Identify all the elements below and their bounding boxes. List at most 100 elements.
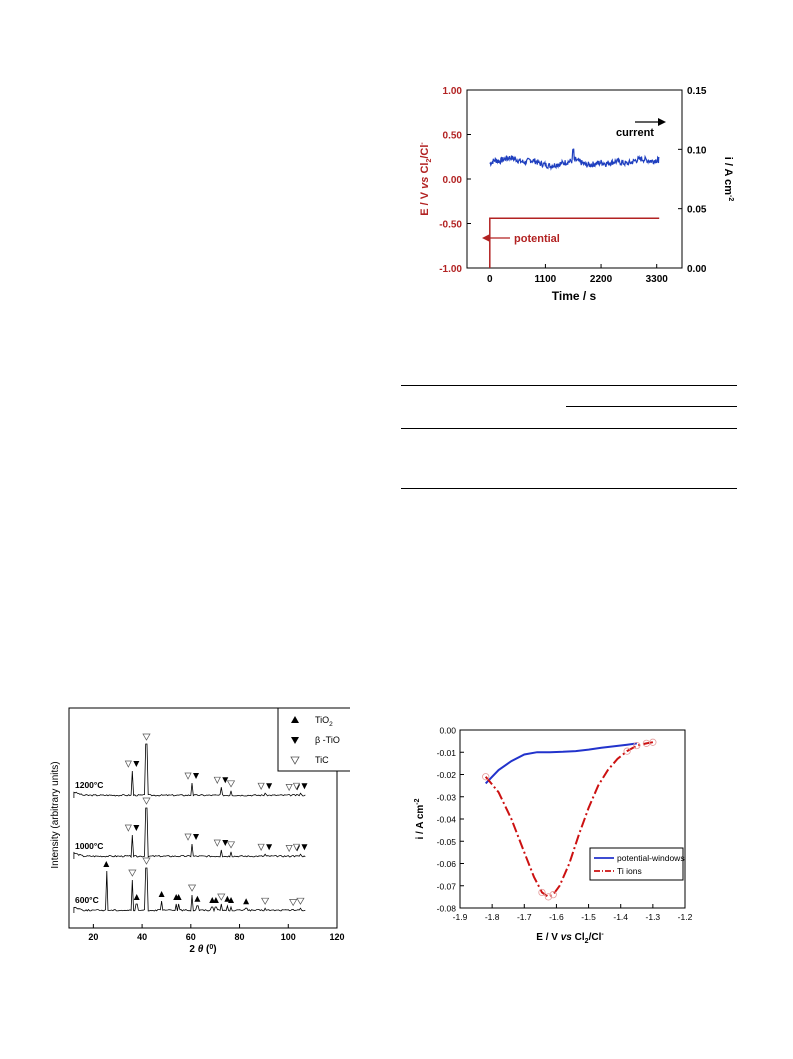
marker-beta-tio <box>266 844 273 851</box>
xrd-pattern <box>73 743 306 798</box>
marker-beta-tio <box>301 783 308 790</box>
chart-cv: 0.00 -0.01 -0.02 -0.03 -0.04 -0.05 -0.06 -0.07 -… <box>414 726 693 946</box>
marker-tio2 <box>133 894 140 900</box>
y-left-tick-label: 0.00 <box>443 175 463 186</box>
marker-tic <box>257 782 265 790</box>
marker-tic <box>213 839 221 847</box>
x-tick-label: 40 <box>137 932 147 942</box>
ti-ions-point <box>633 741 641 750</box>
marker-tic <box>261 897 270 905</box>
marker-tic <box>184 772 192 780</box>
y-tick-label: -0.01 <box>437 748 457 758</box>
pattern-label: 1000°C <box>75 841 103 851</box>
x-tick-label: 3300 <box>646 274 669 285</box>
marker-tio2 <box>224 895 231 902</box>
x-tick-label: -1.5 <box>581 912 596 922</box>
y-left-tick-label: -1.00 <box>439 264 462 275</box>
table-top-rule <box>401 385 737 386</box>
marker-tic <box>142 857 151 865</box>
y-tick-label: -0.02 <box>437 770 457 780</box>
y-tick-label: -0.08 <box>437 904 457 914</box>
legend-label: TiO2 <box>315 715 333 728</box>
pattern-label: 600°C <box>75 895 99 905</box>
marker-tic <box>184 833 192 841</box>
xrd-pattern <box>73 867 306 913</box>
x-tick-label: 0 <box>487 274 493 285</box>
x-axis-label: Time / s <box>552 289 597 303</box>
ti-ions-point <box>623 747 631 755</box>
marker-tio2 <box>175 894 182 900</box>
chart-xrd: 1200°C 1000°C 600°C 20 40 60 80 100 120 Intensi… <box>50 707 350 955</box>
y-right-tick-label: 0.00 <box>687 264 707 275</box>
x-tick-label: 80 <box>235 932 245 942</box>
y-right-tick-label: 0.10 <box>687 145 707 156</box>
marker-beta-tio <box>301 844 308 851</box>
x-tick-label: -1.8 <box>485 912 500 922</box>
x-tick-label: -1.9 <box>453 912 468 922</box>
y-tick-label: -0.06 <box>437 859 457 869</box>
y-tick-label: -0.04 <box>437 815 457 825</box>
y-right-tick-label: 0.05 <box>687 205 707 216</box>
x-axis-label: E / V vs Cl2/Cl- <box>536 931 604 945</box>
y-axis-label: i / A cm-2 <box>414 798 426 839</box>
plot-frame <box>466 89 683 269</box>
x-tick-label: 2200 <box>590 274 613 285</box>
chart-potential-current: 1.000.500.00-0.50-1.00 0.150.100.050.00 … <box>419 86 734 303</box>
marker-tio2 <box>103 861 110 867</box>
marker-beta-tio <box>222 777 229 784</box>
marker-tic <box>226 841 236 849</box>
marker-tio2 <box>212 897 219 903</box>
x-tick-label: 1100 <box>535 274 557 285</box>
ti-ions-point <box>538 888 546 897</box>
y-left-tick-label: 0.50 <box>443 131 463 142</box>
plot-frame <box>68 707 338 929</box>
marker-beta-tio <box>266 783 273 790</box>
legend: potential-windows Ti ions <box>589 847 685 881</box>
y-axis-left-label: E / V vs Cl2/Cl- <box>419 142 433 216</box>
x-tick-label: 60 <box>186 932 196 942</box>
table-header-rule <box>401 428 737 429</box>
series-potential <box>489 217 660 268</box>
marker-beta-tio <box>222 840 229 846</box>
x-tick-label: -1.3 <box>646 912 661 922</box>
y-axis-label: Intensity (arbitrary units) <box>50 761 61 868</box>
xrd-pattern <box>73 807 306 859</box>
marker-tic <box>142 733 151 741</box>
potential-arrow <box>482 234 510 242</box>
current-annotation: current <box>616 127 654 139</box>
marker-tio2 <box>158 891 165 897</box>
marker-tic <box>213 776 221 784</box>
table-bottom-rule <box>401 488 737 489</box>
x-tick-label: -1.4 <box>613 912 628 922</box>
marker-beta-tio <box>133 825 140 831</box>
potential-annotation: potential <box>514 233 560 245</box>
series-potential-windows <box>484 742 637 785</box>
marker-tic <box>142 797 151 805</box>
marker-tic <box>285 845 293 853</box>
legend-ti-ions: Ti ions <box>617 866 642 876</box>
marker-tic <box>187 884 197 892</box>
marker-tic <box>124 760 132 768</box>
legend-marker <box>291 716 299 723</box>
y-right-tick-label: 0.15 <box>687 86 707 97</box>
marker-tic <box>289 899 298 907</box>
plot-frame <box>459 729 686 909</box>
ti-ions-point <box>482 773 490 781</box>
ti-ions-point <box>649 738 657 746</box>
y-tick-label: -0.03 <box>437 792 457 802</box>
marker-tio2 <box>228 897 235 903</box>
x-axis-label: 2 θ (0) <box>189 944 216 955</box>
legend-marker <box>290 756 300 765</box>
series-ti-ions <box>484 741 654 899</box>
current-arrow <box>635 118 666 126</box>
legend-label: TiC <box>315 755 329 765</box>
marker-tic <box>226 780 236 788</box>
marker-beta-tio <box>133 761 140 767</box>
marker-beta-tio <box>193 773 200 779</box>
marker-tic <box>217 893 226 901</box>
x-tick-label: -1.7 <box>517 912 532 922</box>
y-tick-label: -0.07 <box>437 881 457 891</box>
pattern-label: 1200°C <box>75 780 103 790</box>
y-tick-label: -0.05 <box>437 837 457 847</box>
legend-potential-windows: potential-windows <box>617 853 685 863</box>
